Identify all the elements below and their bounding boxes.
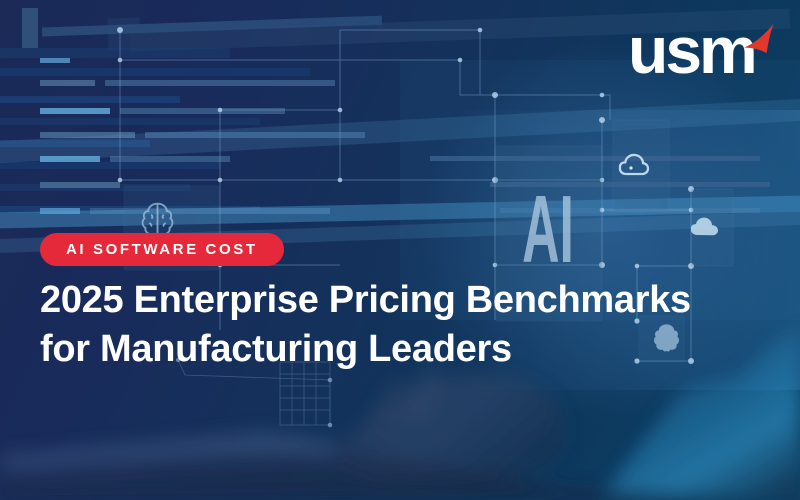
svg-text:AI: AI <box>522 176 574 283</box>
